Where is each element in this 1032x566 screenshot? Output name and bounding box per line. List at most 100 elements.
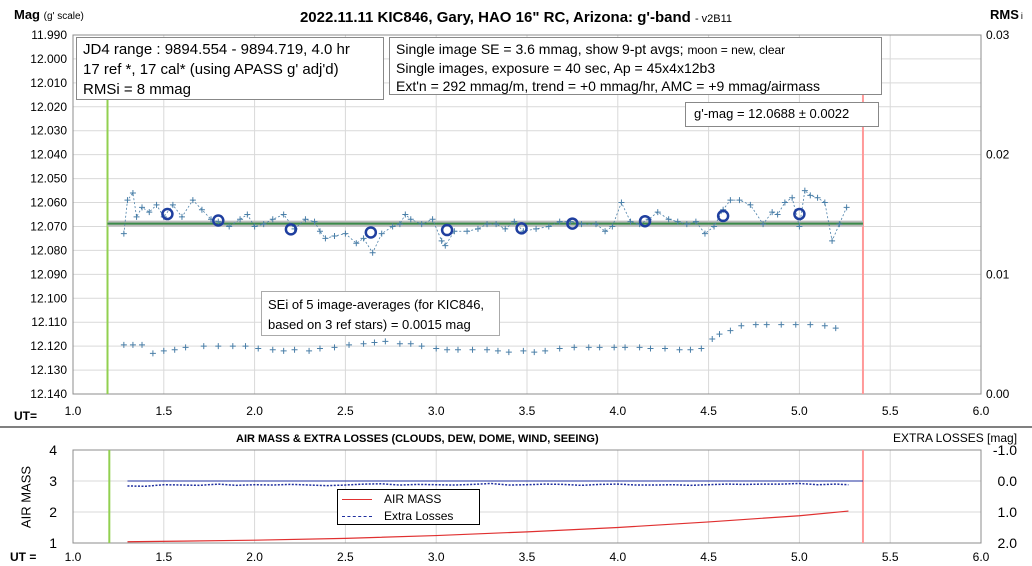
top-x-tick-label: 2.5 [337,404,354,418]
average-point [793,207,806,221]
rmsi-point [571,344,578,351]
single-image-point [251,223,258,230]
legend-label-airmass: AIR MASS [384,492,442,506]
top-y-tick-label: 12.060 [30,196,67,210]
top-y-tick-label: 12.000 [30,52,67,66]
bottom-x-tick-label: 4.0 [609,550,626,564]
single-image-point [545,223,552,230]
single-image-point [618,199,625,206]
rmsi-point [139,341,146,348]
single-image-point [124,197,131,204]
extra-losses-line [127,482,849,488]
single-image-point [226,223,233,230]
single-image-point [556,218,563,225]
single-image-point [139,204,146,211]
result-box: g'-mag = 12.0688 ± 0.0022 [685,102,879,127]
top-y2-tick-labels: 0.03 0.02 0.01 0.00 [986,28,1010,401]
rmsi-point [149,350,156,357]
bottom-y-tick-label: 1 [49,535,57,551]
rmsi-point [585,344,592,351]
single-image-point [627,218,634,225]
top-x-tick-label: 3.5 [519,404,536,418]
bottom-x-axis-label: UT = [10,550,37,564]
single-image-point [692,218,699,225]
single-image-point [418,221,425,228]
rmsi-point [382,338,389,345]
single-image-point [215,218,222,225]
rmsi-point [360,340,367,347]
bottom-x-tick-label: 2.0 [246,550,263,564]
single-image-point [198,206,205,213]
rmsi-point [346,341,353,348]
rmsi-point [269,346,276,353]
bottom-chart-marks [108,450,864,543]
top-y-tick-label: 12.010 [30,76,67,90]
bottom-y2-tick-labels: -1.0 0.0 1.0 2.0 [993,442,1017,551]
info-line-single-image-se: Single image SE = 3.6 mmag, show 9-pt av… [396,40,881,59]
bottom-y-tick-label: 3 [49,473,57,489]
rmsi-point [807,321,814,328]
single-image-point [369,249,376,256]
rmsi-point [494,347,501,354]
single-image-point [814,194,821,201]
top-x-tick-label: 1.0 [65,404,82,418]
single-image-point [701,230,708,237]
single-image-point [736,197,743,204]
average-point [515,222,528,235]
rmsi-point [469,346,476,353]
bottom-y2-tick-label: -1.0 [993,442,1017,458]
single-image-point [133,213,140,220]
rmsi-point [596,344,603,351]
top-x-tick-label: 6.0 [973,404,990,418]
top-y2-tick-label: 0.01 [986,267,1010,281]
average-point [161,207,174,221]
bottom-y-tick-labels: 4 3 2 1 [49,442,57,551]
single-image-point [396,221,403,228]
single-image-point [674,218,681,225]
top-y2-tick-label: 0.03 [986,28,1010,42]
rmsi-point [484,346,491,353]
rmsi-point [716,331,723,338]
legend-item-extra-losses: Extra Losses [342,509,453,523]
rmsi-point [662,345,669,352]
single-image-point [302,216,309,223]
single-image-point [821,199,828,206]
info-line-exposure: Single images, exposure = 40 sec, Ap = 4… [396,60,716,76]
single-image-point [442,242,449,249]
single-image-point [169,201,176,208]
top-x-tick-label: 5.0 [791,404,808,418]
single-image-point [593,221,600,228]
single-image-point [389,223,396,230]
single-image-point [602,228,609,235]
single-image-point [269,216,276,223]
top-x-tick-label: 4.0 [609,404,626,418]
rmsi-point [371,339,378,346]
bottom-y-tick-label: 4 [49,442,57,458]
average-point [284,223,298,236]
legend-swatch-airmass [342,499,372,501]
y-axis-label-text: Mag [14,7,40,22]
top-y-tick-label: 12.100 [30,291,67,305]
rmsi-point [129,341,136,348]
top-y2-tick-label: 0.00 [986,387,1010,401]
top-y-tick-label: 12.040 [30,148,67,162]
rmsi-point [687,346,694,353]
single-image-point [511,218,518,225]
rmsi-point [738,322,745,329]
average-point [566,217,579,230]
single-image-point [378,230,385,237]
rmsi-point [636,344,643,351]
rmsi-point [280,347,287,354]
average-point [638,214,652,228]
bottom-chart-gridlines [72,449,982,544]
bottom-x-tick-label: 5.0 [791,550,808,564]
top-y-tick-label: 12.140 [30,387,67,401]
single-image-point [178,213,185,220]
rmsi-point [792,321,799,328]
bottom-y2-tick-label: 2.0 [998,535,1018,551]
rmsi-point [709,335,716,342]
rmsi-point [200,343,207,350]
bottom-y-axis-label: AIR MASS [18,465,34,529]
top-y-tick-label: 12.120 [30,339,67,353]
top-y-tick-label: 12.070 [30,219,67,233]
